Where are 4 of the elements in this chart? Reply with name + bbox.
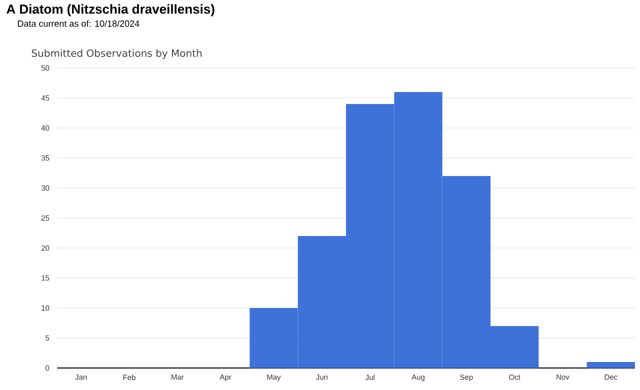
text: Submitted Observations by Month <box>32 49 202 59</box>
bar <box>586 362 635 368</box>
chart-subtitle: Data current as of: 10/18/2024 <box>18 20 140 27</box>
chart-title: A Diatom (Nitzschia draveillensis) <box>6 4 214 16</box>
